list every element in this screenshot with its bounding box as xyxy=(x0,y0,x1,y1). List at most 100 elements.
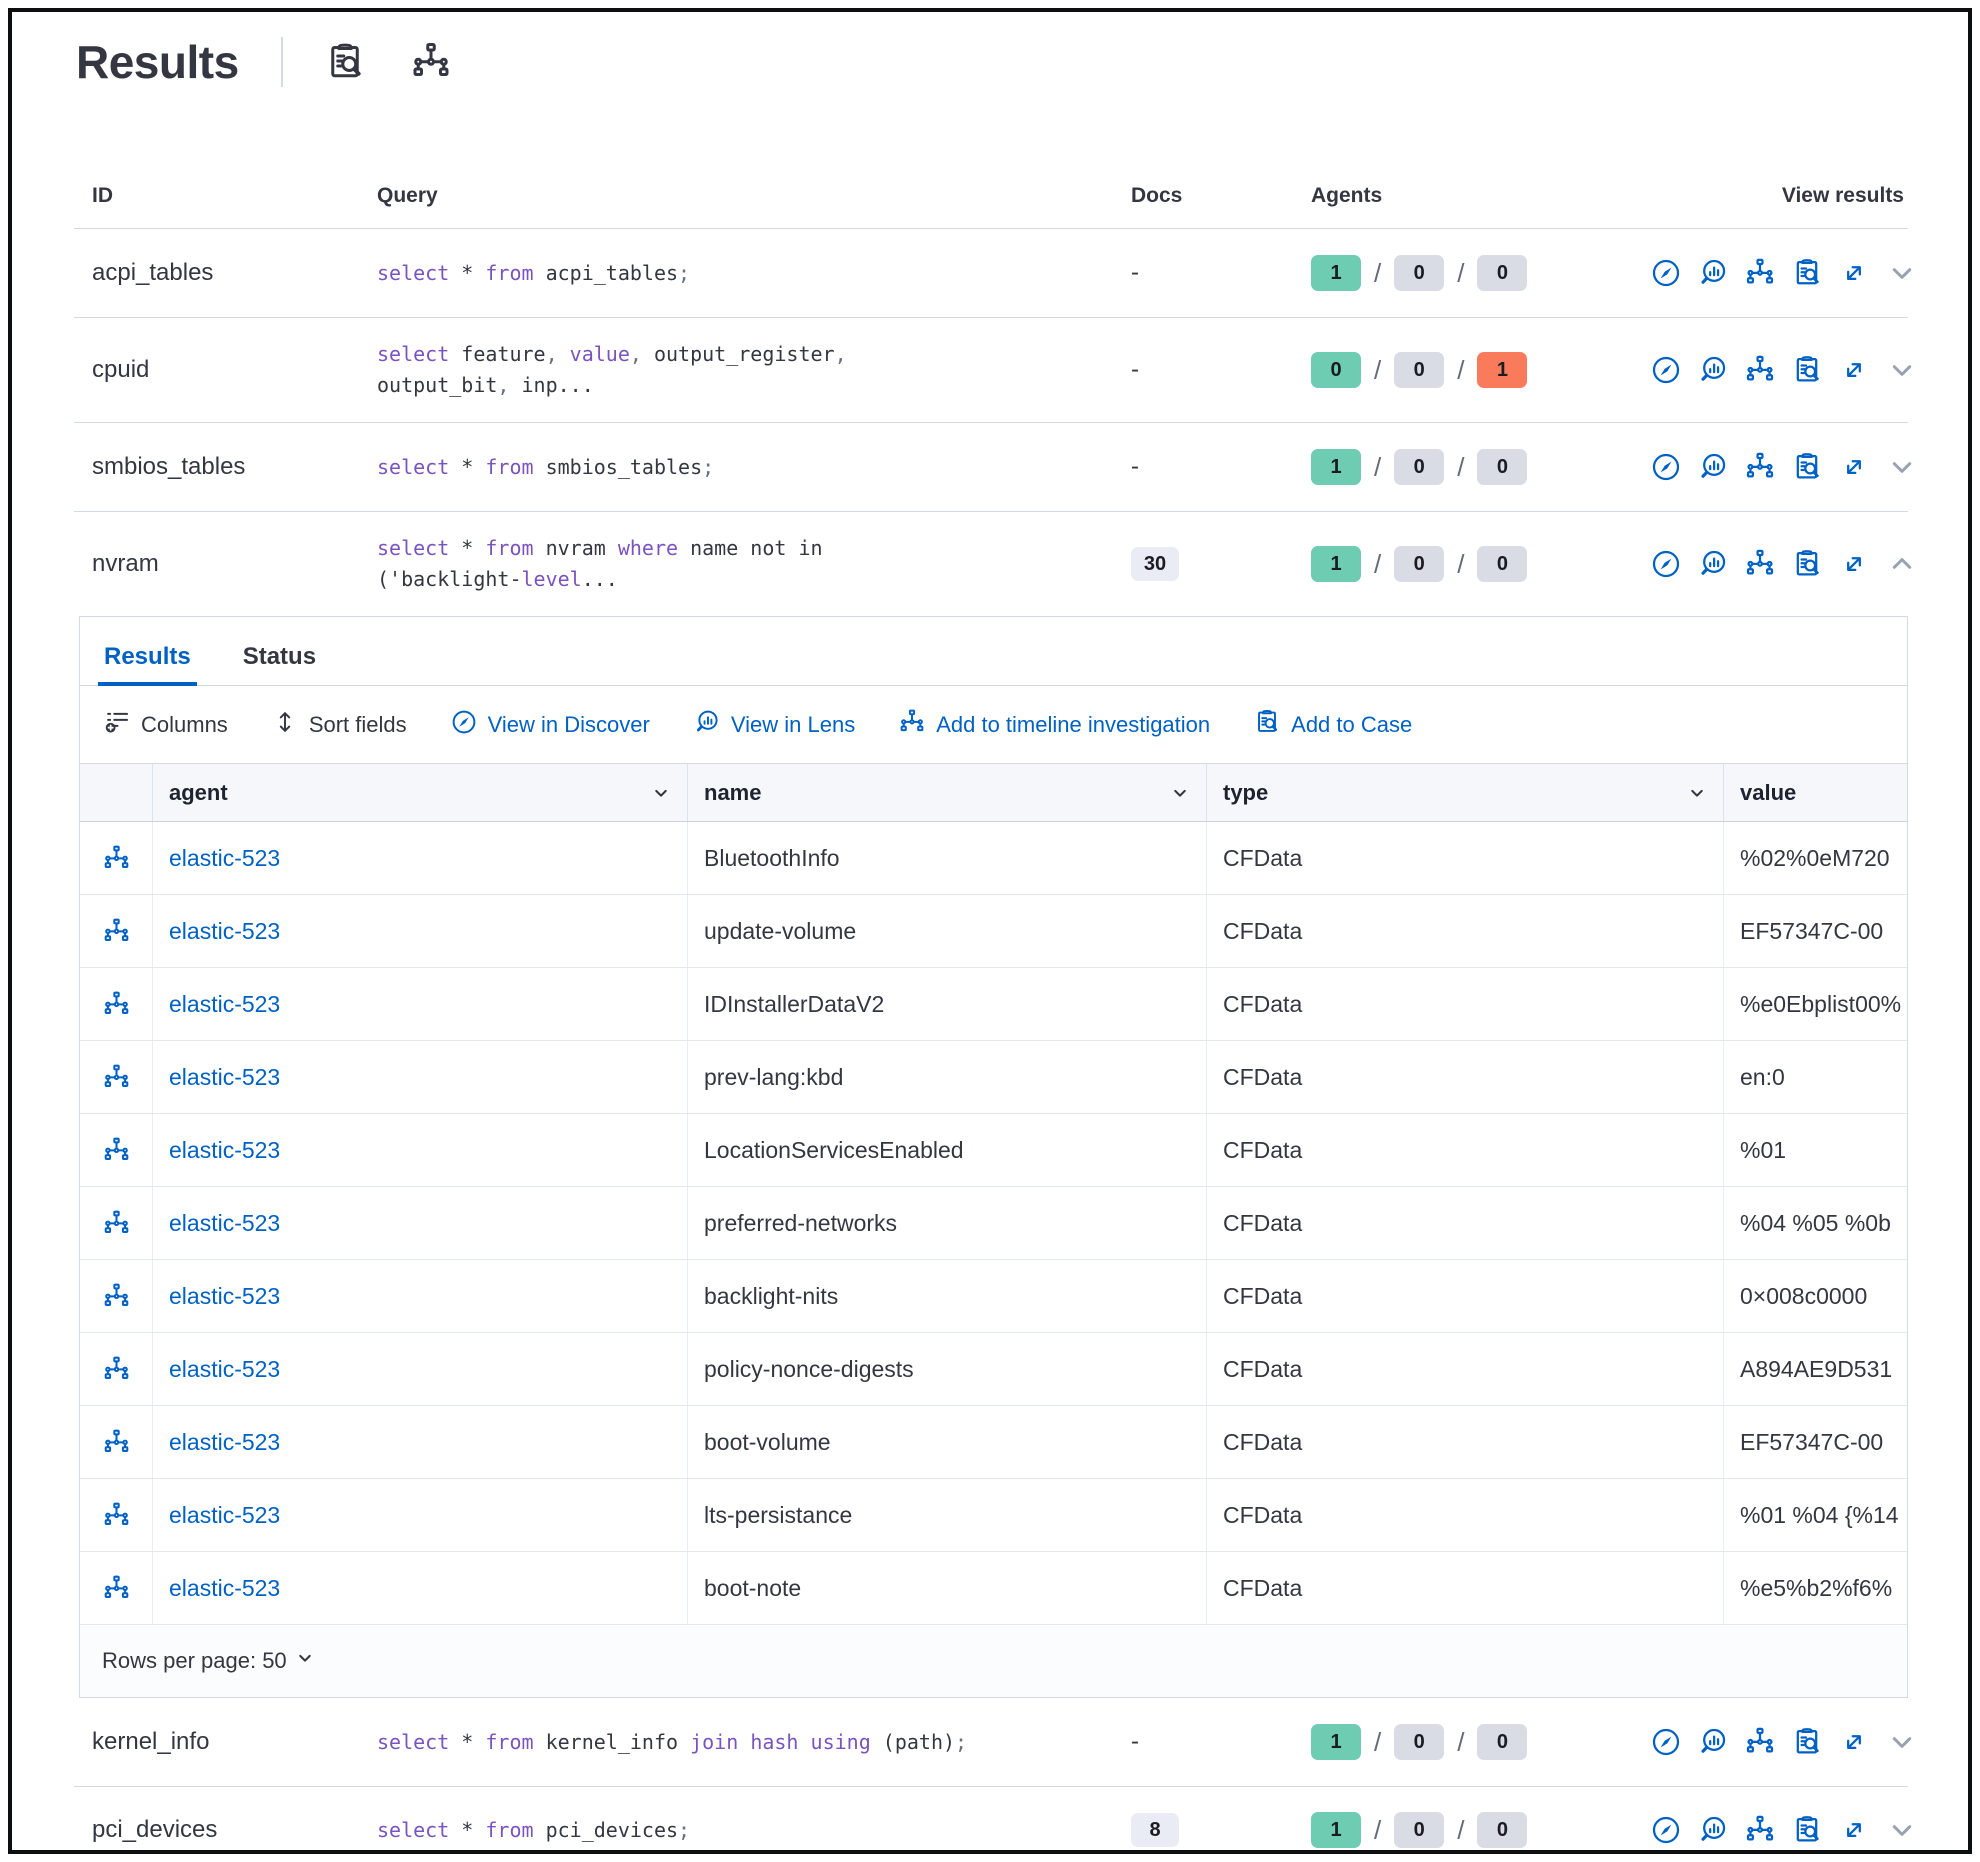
agent-link[interactable]: elastic-523 xyxy=(169,1574,281,1601)
add-to-timeline-icon[interactable] xyxy=(1745,549,1775,579)
open-details-icon[interactable] xyxy=(1839,1727,1869,1757)
expand-row-chevron-down-icon[interactable] xyxy=(1888,453,1916,481)
toolbar-item-label: Add to Case xyxy=(1291,711,1413,737)
open-details-icon[interactable] xyxy=(1839,355,1869,385)
live-query-details-icon[interactable] xyxy=(325,42,365,82)
grid-column-header-type[interactable]: type xyxy=(1207,764,1724,821)
add-to-timeline-icon[interactable] xyxy=(80,1187,153,1259)
view-in-lens-icon[interactable] xyxy=(1698,1815,1728,1845)
default-agents-badge: 0 xyxy=(1477,449,1528,485)
agents-separator: / xyxy=(1457,548,1465,579)
collapse-row-chevron-up-icon[interactable] xyxy=(1888,550,1916,578)
grid-column-header-name[interactable]: name xyxy=(688,764,1207,821)
rows-per-page-button[interactable]: Rows per page: 50 xyxy=(102,1648,315,1674)
sort-fields-button[interactable]: Sort fields xyxy=(272,709,407,741)
value-cell: EF57347C-00 xyxy=(1740,917,1884,944)
agents-status: 0 / 0 / 1 xyxy=(1311,352,1651,388)
view-in-lens-icon[interactable] xyxy=(1698,355,1728,385)
results-grid-header: agent name type value xyxy=(80,764,1907,822)
expand-row-chevron-down-icon[interactable] xyxy=(1888,259,1916,287)
view-in-discover-icon[interactable] xyxy=(1651,549,1681,579)
add-to-timeline-icon[interactable] xyxy=(1745,452,1775,482)
open-details-icon[interactable] xyxy=(1839,549,1869,579)
add-to-timeline-investigation-button[interactable]: Add to timeline investigation xyxy=(899,709,1210,741)
agent-link[interactable]: elastic-523 xyxy=(169,1501,281,1528)
view-in-discover-button[interactable]: View in Discover xyxy=(451,709,650,741)
agent-link[interactable]: elastic-523 xyxy=(169,1282,281,1309)
view-in-lens-icon[interactable] xyxy=(1698,258,1728,288)
toolbar-item-label: View in Lens xyxy=(730,711,856,737)
agents-separator: / xyxy=(1374,1726,1382,1757)
grid-column-header-agent[interactable]: agent xyxy=(153,764,688,821)
open-details-icon[interactable] xyxy=(1839,1815,1869,1845)
agents-separator: / xyxy=(1374,451,1382,482)
column-header-agents: Agents xyxy=(1311,184,1383,207)
add-to-case-icon[interactable] xyxy=(1792,452,1822,482)
open-details-icon[interactable] xyxy=(1839,258,1869,288)
agent-link[interactable]: elastic-523 xyxy=(169,917,281,944)
add-to-timeline-icon[interactable] xyxy=(80,822,153,894)
docs-count: 30 xyxy=(1131,547,1311,581)
view-in-discover-icon[interactable] xyxy=(1651,355,1681,385)
expand-row-chevron-down-icon[interactable] xyxy=(1888,356,1916,384)
agent-link[interactable]: elastic-523 xyxy=(169,990,281,1017)
grid-column-label: type xyxy=(1223,779,1269,805)
add-to-case-icon[interactable] xyxy=(1792,549,1822,579)
columns-button[interactable]: Columns xyxy=(104,709,228,741)
add-to-case-button[interactable]: Add to Case xyxy=(1254,709,1412,741)
add-to-timeline-icon[interactable] xyxy=(80,968,153,1040)
add-to-timeline-icon[interactable] xyxy=(1745,1727,1775,1757)
add-to-timeline-icon[interactable] xyxy=(80,1479,153,1551)
default-agents-badge: 0 xyxy=(1394,546,1445,582)
add-to-timeline-icon[interactable] xyxy=(1745,355,1775,385)
expand-row-chevron-down-icon[interactable] xyxy=(1888,1728,1916,1756)
add-to-timeline-icon[interactable] xyxy=(80,1333,153,1405)
open-details-icon[interactable] xyxy=(1839,452,1869,482)
toolbar-item-label: View in Discover xyxy=(487,711,650,737)
success-agents-badge: 1 xyxy=(1311,255,1361,291)
result-row: elastic-523 boot-note CFData %e5%b2%f6% xyxy=(80,1552,1907,1625)
default-agents-badge: 0 xyxy=(1394,1812,1445,1848)
result-row: elastic-523 IDInstallerDataV2 CFData %e0Ebp… xyxy=(80,968,1907,1041)
add-to-timeline-icon[interactable] xyxy=(1745,258,1775,288)
view-in-lens-icon[interactable] xyxy=(1698,549,1728,579)
agent-link[interactable]: elastic-523 xyxy=(169,1428,281,1455)
add-to-timeline-icon[interactable] xyxy=(80,1041,153,1113)
expand-row-chevron-down-icon[interactable] xyxy=(1888,1816,1916,1844)
add-to-timeline-icon[interactable] xyxy=(80,1552,153,1624)
agent-link[interactable]: elastic-523 xyxy=(169,1355,281,1382)
view-in-discover-icon[interactable] xyxy=(1651,258,1681,288)
view-in-lens-icon[interactable] xyxy=(1698,452,1728,482)
add-to-case-icon[interactable] xyxy=(1792,1727,1822,1757)
agents-separator: / xyxy=(1457,1726,1465,1757)
view-in-lens-button[interactable]: View in Lens xyxy=(694,709,855,741)
tab-results[interactable]: Results xyxy=(98,631,197,686)
add-to-case-icon[interactable] xyxy=(1792,258,1822,288)
grid-header-control-column xyxy=(80,764,153,821)
agents-separator: / xyxy=(1374,548,1382,579)
agent-link[interactable]: elastic-523 xyxy=(169,1136,281,1163)
toolbar-item-label: Add to timeline investigation xyxy=(936,711,1211,737)
view-in-lens-icon[interactable] xyxy=(1698,1727,1728,1757)
view-in-discover-icon[interactable] xyxy=(1651,452,1681,482)
agent-link[interactable]: elastic-523 xyxy=(169,844,281,871)
agent-link[interactable]: elastic-523 xyxy=(169,1063,281,1090)
result-row: elastic-523 BluetoothInfo CFData %02%0eM720 xyxy=(80,822,1907,895)
add-to-timeline-icon[interactable] xyxy=(80,1114,153,1186)
add-to-timeline-icon[interactable] xyxy=(80,1406,153,1478)
view-in-discover-icon[interactable] xyxy=(1651,1727,1681,1757)
agent-link[interactable]: elastic-523 xyxy=(169,1209,281,1236)
docs-count: - xyxy=(1131,356,1139,383)
add-to-case-icon[interactable] xyxy=(1792,1815,1822,1845)
add-to-case-icon[interactable] xyxy=(1792,355,1822,385)
grid-column-header-value[interactable]: value xyxy=(1724,764,1907,821)
add-to-timeline-icon[interactable] xyxy=(1745,1815,1775,1845)
view-in-discover-icon[interactable] xyxy=(1651,1815,1681,1845)
add-to-timeline-icon[interactable] xyxy=(80,1260,153,1332)
tab-status[interactable]: Status xyxy=(242,643,317,670)
type-cell: CFData xyxy=(1207,1114,1724,1186)
docs-badge: 8 xyxy=(1131,1813,1179,1847)
timeline-icon[interactable] xyxy=(411,42,451,82)
view-results-actions xyxy=(1651,549,1920,579)
add-to-timeline-icon[interactable] xyxy=(80,895,153,967)
